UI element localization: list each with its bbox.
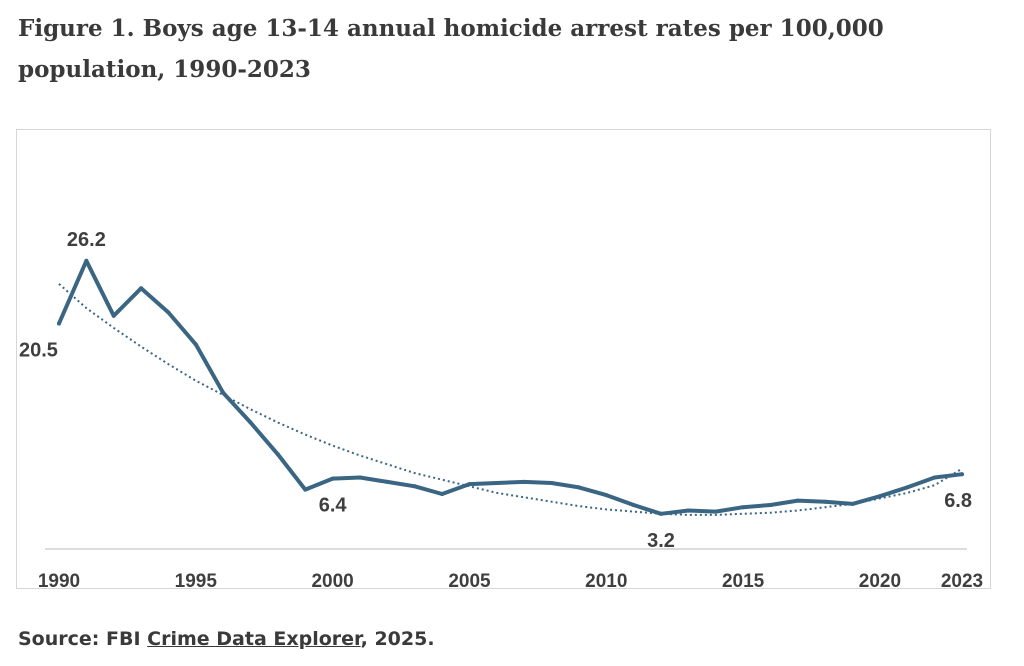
data-point [960,472,964,477]
data-point [440,492,445,496]
data-label: 26.2 [67,229,106,251]
data-point [713,509,718,514]
data-label: 6.8 [944,490,972,512]
x-tick-labels: 1990 1995 2000 2005 2010 2015 2020 2023 [38,571,983,590]
trendline [58,283,963,516]
data-point [877,494,882,499]
x-tick-label: 2000 [311,571,353,590]
x-tick-label: 1995 [175,571,218,590]
data-point [659,511,663,516]
data-point [850,501,855,506]
data-point [111,313,116,318]
data-point [576,485,581,490]
data-point [84,258,89,263]
data-label: 6.4 [319,495,348,517]
chart-title: Figure 1. Boys age 13-14 annual homicide… [18,15,884,83]
data-point [604,493,609,498]
data-point [303,487,308,492]
trendline-layer [58,283,963,516]
data-point [467,482,472,487]
data-point [932,475,937,480]
data-point [741,505,746,510]
source-suffix: , 2025. [360,628,435,650]
data-point [248,420,253,425]
data-point [330,476,335,481]
data-point [221,390,226,395]
data-point [522,479,527,484]
data-point [385,479,390,484]
x-tick-label: 2020 [859,571,901,590]
x-tick-label: 2015 [722,571,765,590]
data-label: 3.2 [647,530,675,552]
data-point [768,503,773,507]
source-note: Source: FBI Crime Data Explorer, 2025. [18,628,435,650]
line-chart: 1990 1995 2000 2005 2010 2015 2020 2023 20.5 26.… [19,229,983,590]
x-tick-label: 2023 [941,571,983,590]
data-point [795,498,800,503]
source-prefix: Source: FBI [18,628,148,650]
data-point [631,503,636,507]
data-point [358,475,362,480]
data-point [275,452,280,457]
data-point [193,342,198,347]
data-point [549,481,554,485]
series-line [57,258,964,516]
source-link[interactable]: Crime Data Explorer [147,628,361,650]
data-point [412,484,417,489]
data-point [57,321,61,326]
data-point [139,286,144,291]
data-label: 20.5 [19,340,58,362]
data-point [166,310,171,315]
data-point [494,481,499,485]
series-layer [57,258,964,516]
data-point [905,485,910,490]
x-tick-label: 2010 [585,571,627,590]
data-point [686,508,691,513]
chart-frame: 1990 1995 2000 2005 2010 2015 2020 2023 20.5 26.… [16,129,991,590]
x-tick-label: 2005 [448,571,491,590]
data-labels: 20.5 26.2 6.4 3.2 6.8 [19,229,972,552]
data-point [823,499,828,504]
x-tick-label: 1990 [38,571,80,590]
